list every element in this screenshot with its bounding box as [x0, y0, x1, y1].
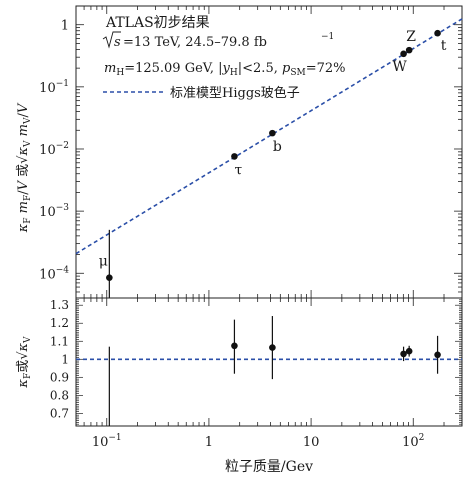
data-point-b: [269, 129, 276, 137]
point-label-τ: τ: [235, 162, 243, 178]
legend: 标准模型Higgs玻色子: [103, 85, 300, 101]
ratio-point: [231, 342, 238, 350]
upper-y-tick-label: 10−4: [39, 265, 69, 282]
sqrt-sign-energy: [102, 31, 121, 49]
lower-y-tick-label: 1.3: [50, 298, 69, 312]
lower-y-axis-label: κF或√κV: [16, 336, 33, 389]
upper-y-tick-label: 10−1: [39, 79, 69, 96]
x-tick-label: 102: [402, 433, 424, 450]
mass-rapidity-text: mH=125.09 GeV, |yH|<2.5, pSM=72%: [104, 61, 346, 78]
x-tick-label: 10−1: [92, 433, 122, 450]
lower-y-tick-label: 0.9: [50, 370, 69, 384]
atlas-label: ATLAS初步结果: [105, 14, 210, 31]
upper-panel: 10−4 10−3 10−2 10−1 1 μ τ b WZt ATLAS初步结果 s =13…: [16, 5, 463, 299]
point-label-W: W: [392, 59, 407, 75]
x-tick-label: 1: [205, 435, 213, 450]
lower-tick-labels: 10−1 1 10 102 0.7 0.8 0.9 1 1.1 1.2 1.3: [50, 298, 424, 450]
upper-y-axis-label: κF mF/V 或√κV mV/V: [16, 102, 33, 233]
lumi-exponent: −1: [321, 32, 334, 42]
lower-ticks: [75, 297, 463, 426]
x-axis-label: 粒子质量/Gev: [225, 459, 313, 475]
upper-y-tick-label: 10−3: [39, 203, 69, 220]
mass-rapidity-label: mH=125.09 GeV, |yH|<2.5, pSM=72%: [104, 61, 346, 78]
lower-data-points: [108, 316, 441, 426]
upper-tick-labels: 10−4 10−3 10−2 10−1 1: [39, 19, 69, 283]
point-label-Z: Z: [406, 29, 416, 45]
upper-y-tick-label: 1: [61, 19, 69, 34]
sqrt-s-symbol: s: [114, 35, 121, 50]
data-point-W: [400, 50, 407, 58]
data-point-t: [434, 29, 441, 37]
point-label-b: b: [273, 139, 282, 155]
ratio-point: [400, 350, 407, 358]
lower-y-tick-label: 1.1: [50, 334, 69, 348]
ratio-point: [405, 347, 413, 355]
upper-ticks: [75, 5, 463, 299]
point-label-t: t: [441, 38, 447, 54]
data-point-Z: [405, 46, 413, 54]
legend-label: 标准模型Higgs玻色子: [170, 85, 300, 101]
upper-data-points: μ τ b WZt: [99, 29, 447, 298]
lower-panel: 10−1 1 10 102 0.7 0.8 0.9 1 1.1 1.2 1.3 κF或√κV 粒子质…: [16, 297, 463, 475]
lower-y-tick-label: 1.2: [50, 316, 69, 330]
data-point-τ: [231, 153, 238, 160]
sm-higgs-line: [75, 18, 463, 255]
energy-lumi-label: s =13 TeV, 24.5–79.8 fb −1: [102, 31, 334, 50]
ratio-point: [434, 351, 441, 359]
energy-lumi-text: =13 TeV, 24.5–79.8 fb: [123, 35, 267, 50]
lower-y-tick-label: 1: [61, 352, 69, 366]
data-point-μ: [106, 274, 113, 281]
x-tick-label: 10: [303, 435, 320, 450]
lower-y-tick-label: 0.7: [50, 406, 69, 420]
point-label-μ: μ: [99, 254, 108, 270]
lower-plot-frame: [75, 297, 463, 427]
lower-y-tick-label: 0.8: [50, 388, 69, 402]
ratio-point: [269, 344, 276, 351]
upper-y-tick-label: 10−2: [39, 141, 69, 158]
